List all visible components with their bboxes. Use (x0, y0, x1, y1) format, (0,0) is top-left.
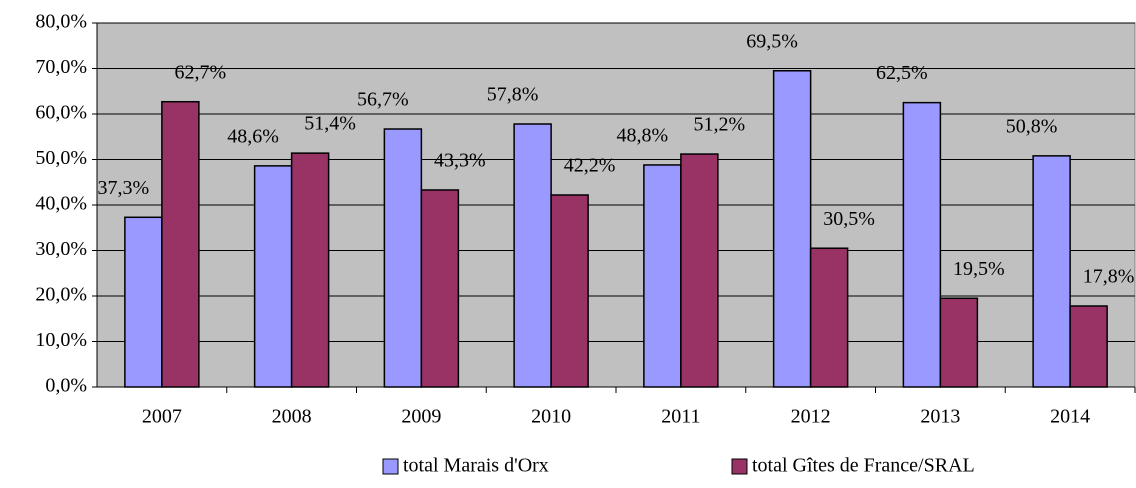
value-label: 37,3% (98, 177, 150, 199)
y-tick-label: 70,0% (35, 56, 87, 78)
bar (383, 128, 423, 388)
value-label: 57,8% (487, 84, 539, 106)
legend-label: total Gîtes de France/SRAL (752, 455, 975, 477)
value-label: 50,8% (1006, 115, 1058, 137)
bar (124, 216, 163, 388)
x-tick-label: 2007 (142, 406, 182, 428)
y-tick-label: 10,0% (35, 329, 87, 351)
value-label: 51,2% (694, 114, 746, 136)
bar (772, 70, 812, 388)
bar (939, 297, 979, 388)
y-tick-label: 60,0% (35, 102, 87, 124)
x-tick-label: 2012 (791, 406, 831, 428)
value-label: 69,5% (746, 30, 798, 52)
legend-swatch (731, 458, 748, 475)
value-label: 48,8% (617, 125, 669, 147)
x-tick-label: 2010 (531, 406, 571, 428)
bar (1069, 305, 1108, 388)
bar (161, 100, 200, 388)
bar (902, 101, 942, 388)
legend-swatch (382, 458, 399, 475)
bar (680, 153, 719, 388)
bar (290, 152, 330, 388)
y-tick-label: 0,0% (45, 375, 87, 397)
y-tick-label: 40,0% (35, 193, 87, 215)
value-label: 42,2% (564, 155, 616, 177)
bar (809, 247, 849, 388)
bar (253, 165, 293, 388)
x-tick-label: 2014 (1050, 406, 1090, 428)
x-tick-label: 2008 (272, 406, 312, 428)
y-tick-label: 80,0% (35, 11, 87, 33)
x-tick-label: 2013 (920, 406, 960, 428)
y-tick-label: 20,0% (35, 284, 87, 306)
y-tick-label: 30,0% (35, 238, 87, 260)
bar (643, 164, 682, 388)
bar (550, 194, 589, 388)
x-tick-label: 2011 (661, 406, 700, 428)
value-label: 19,5% (953, 258, 1005, 280)
value-label: 43,3% (434, 150, 486, 172)
value-label: 62,5% (876, 62, 928, 84)
bar (513, 123, 552, 388)
legend-label: total Marais d'Orx (403, 455, 549, 477)
x-tick-label: 2009 (401, 406, 441, 428)
value-label: 56,7% (357, 89, 409, 111)
y-tick-label: 50,0% (35, 147, 87, 169)
bar (1032, 155, 1071, 388)
value-label: 17,8% (1083, 266, 1135, 288)
value-label: 62,7% (175, 61, 227, 83)
value-label: 30,5% (823, 208, 875, 230)
bar (420, 189, 460, 388)
value-label: 51,4% (304, 113, 356, 135)
value-label: 48,6% (227, 125, 279, 147)
